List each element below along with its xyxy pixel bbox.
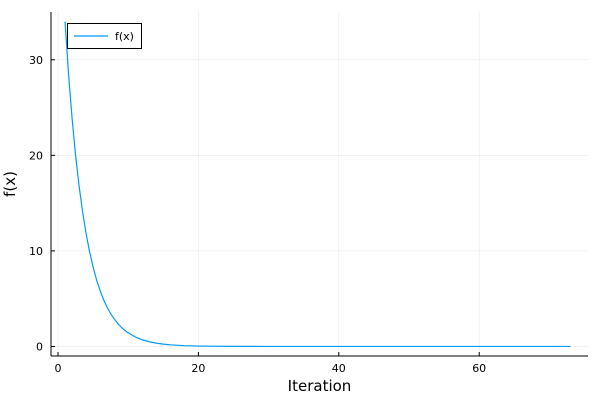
x-tick-label: 60 (472, 362, 486, 375)
ticks-layer: 0 20 40 60 0 10 20 30 (29, 54, 486, 375)
y-tick-label: 30 (29, 54, 43, 67)
legend-label: f(x) (115, 30, 134, 43)
series-line (64, 21, 571, 348)
x-tick-label: 40 (332, 362, 346, 375)
x-axis-title: Iteration (288, 377, 352, 395)
y-tick-label: 10 (29, 245, 43, 258)
x-tick-label: 0 (55, 362, 62, 375)
x-tick-label: 20 (191, 362, 205, 375)
grid-layer (51, 12, 588, 356)
axes-layer (50, 12, 588, 357)
y-tick-label: 0 (36, 340, 43, 353)
series-layer (64, 21, 571, 348)
y-tick-label: 20 (29, 149, 43, 162)
legend: f(x) (67, 23, 142, 49)
y-axis-title: f(x) (1, 171, 19, 197)
